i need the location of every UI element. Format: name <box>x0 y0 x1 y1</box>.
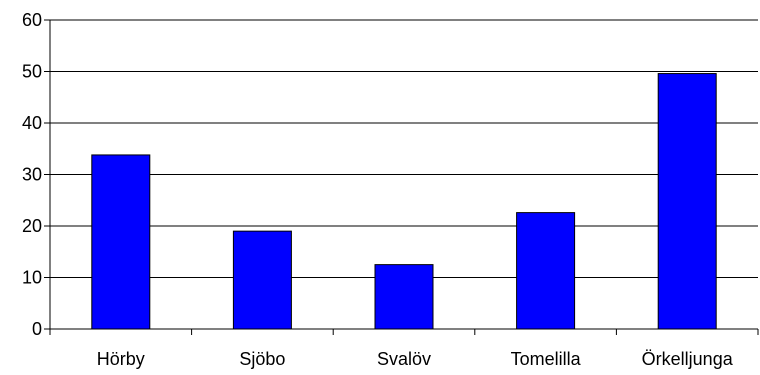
y-tick-label: 30 <box>22 165 42 185</box>
bar-2 <box>232 230 292 330</box>
bar-5 <box>657 73 717 330</box>
y-tick-label: 50 <box>22 62 42 82</box>
bars <box>91 73 717 330</box>
y-tick-label: 60 <box>22 10 42 30</box>
y-tick-label: 10 <box>22 268 42 288</box>
bar-1 <box>91 154 151 330</box>
tick-labels: 0 10 20 30 40 50 60 Hörby Sjöbo Svalöv Tomelilla Ör… <box>22 10 734 369</box>
gridlines <box>50 19 758 278</box>
y-tick-label: 40 <box>22 113 42 133</box>
bar-4 <box>516 212 576 330</box>
y-tick-label: 20 <box>22 216 42 236</box>
bar-3 <box>374 264 434 330</box>
axes <box>44 19 759 335</box>
y-tick-label: 0 <box>32 319 42 339</box>
x-tick-label: Hörby <box>97 349 145 369</box>
x-tick-label: Örkelljunga <box>642 349 734 369</box>
x-tick-label: Sjöbo <box>239 349 285 369</box>
x-tick-label: Tomelilla <box>511 349 582 369</box>
x-tick-label: Svalöv <box>377 349 431 369</box>
